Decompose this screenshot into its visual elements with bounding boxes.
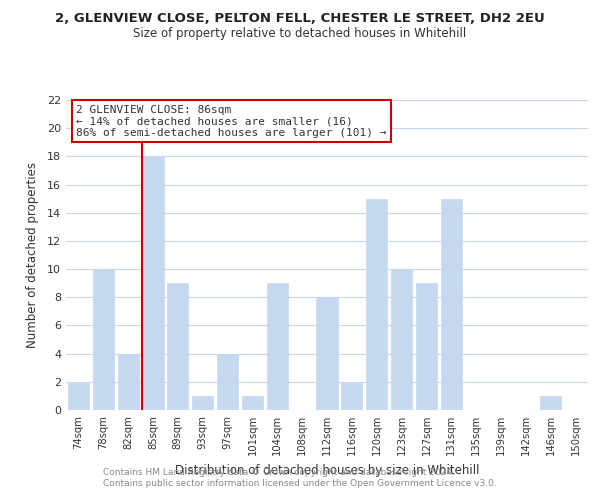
Bar (142, 156, 164, 410)
Text: 2 GLENVIEW CLOSE: 86sqm
← 14% of detached houses are smaller (16)
86% of semi-de: 2 GLENVIEW CLOSE: 86sqm ← 14% of detache… (76, 104, 387, 138)
Bar (540, 396, 561, 410)
Bar (441, 198, 462, 410)
Bar (267, 283, 288, 410)
Bar (217, 354, 238, 410)
X-axis label: Distribution of detached houses by size in Whitehill: Distribution of detached houses by size … (175, 464, 479, 476)
Bar (68, 382, 89, 410)
Bar (366, 198, 387, 410)
Bar (93, 269, 114, 410)
Bar (416, 283, 437, 410)
Y-axis label: Number of detached properties: Number of detached properties (26, 162, 38, 348)
Text: Contains HM Land Registry data © Crown copyright and database right 2024.
Contai: Contains HM Land Registry data © Crown c… (103, 468, 497, 487)
Bar (167, 283, 188, 410)
Bar (118, 354, 139, 410)
Bar (391, 269, 412, 410)
Bar (316, 298, 338, 410)
Text: Size of property relative to detached houses in Whitehill: Size of property relative to detached ho… (133, 28, 467, 40)
Bar (341, 382, 362, 410)
Bar (192, 396, 213, 410)
Text: 2, GLENVIEW CLOSE, PELTON FELL, CHESTER LE STREET, DH2 2EU: 2, GLENVIEW CLOSE, PELTON FELL, CHESTER … (55, 12, 545, 26)
Bar (242, 396, 263, 410)
